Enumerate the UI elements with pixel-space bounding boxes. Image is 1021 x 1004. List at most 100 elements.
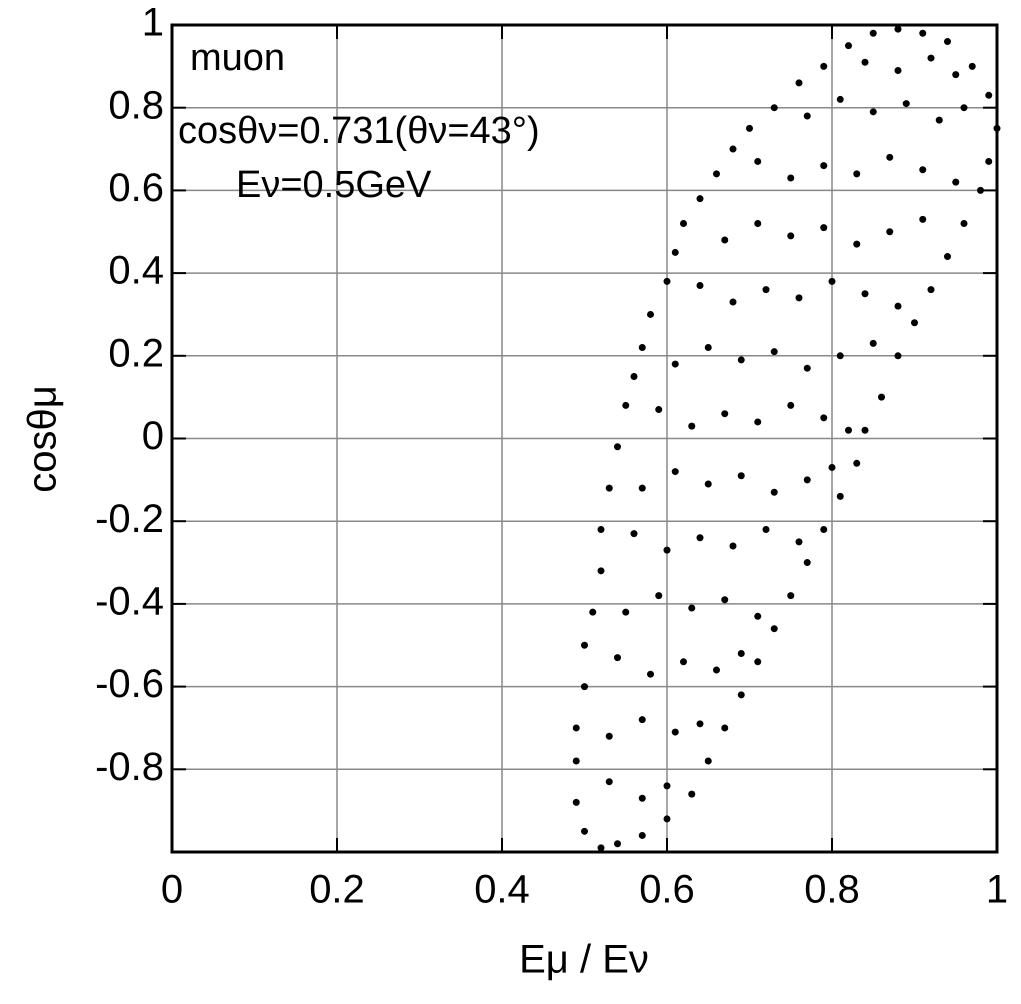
scatter-point bbox=[944, 38, 951, 46]
scatter-point bbox=[589, 608, 597, 616]
scatter-point bbox=[787, 174, 795, 182]
scatter-point bbox=[688, 604, 696, 612]
scatter-point bbox=[894, 25, 902, 33]
scatter-point bbox=[630, 372, 638, 380]
scatter-point bbox=[803, 364, 811, 372]
plot-frame bbox=[170, 23, 999, 854]
y-tick-label: 0 bbox=[142, 414, 164, 458]
scatter-point bbox=[952, 71, 960, 79]
scatter-point bbox=[663, 815, 671, 823]
scatter-point bbox=[968, 62, 976, 70]
scatter-point bbox=[894, 352, 902, 360]
y-tick-label: -0.4 bbox=[95, 579, 164, 623]
scatter-point bbox=[795, 79, 803, 87]
y-tick-label: 1 bbox=[142, 1, 164, 45]
scatter-point bbox=[729, 542, 737, 550]
scatter-point bbox=[754, 157, 762, 165]
scatter-point bbox=[729, 298, 737, 306]
scatter-point bbox=[622, 608, 630, 616]
scatter-point bbox=[614, 840, 621, 848]
scatter-point bbox=[836, 352, 844, 360]
scatter-point bbox=[828, 463, 836, 471]
scatter-point bbox=[647, 670, 654, 678]
scatter-point bbox=[820, 224, 828, 232]
scatter-point bbox=[572, 757, 580, 765]
scatter-point bbox=[977, 186, 984, 194]
scatter-point bbox=[663, 782, 671, 790]
x-tick-label: 0.8 bbox=[804, 868, 860, 912]
scatter-point bbox=[721, 236, 729, 244]
scatter-point bbox=[572, 724, 580, 732]
scatter-point bbox=[614, 443, 621, 451]
scatter-point bbox=[762, 286, 770, 294]
x-axis-label: Eμ / Eν bbox=[519, 938, 649, 982]
scatter-point bbox=[770, 488, 778, 496]
scatter-point bbox=[869, 108, 877, 116]
scatter-point bbox=[581, 641, 588, 649]
scatter-point bbox=[721, 410, 729, 418]
scatter-point bbox=[820, 162, 828, 170]
scatter-point bbox=[820, 414, 828, 422]
scatter-point bbox=[902, 100, 910, 108]
scatter-point bbox=[853, 170, 861, 178]
scatter-point bbox=[754, 418, 762, 426]
scatter-point bbox=[894, 302, 902, 310]
scatter-point bbox=[696, 534, 704, 542]
y-axis-label: cosθμ bbox=[21, 385, 65, 493]
scatter-point bbox=[737, 691, 745, 699]
y-tick-label: -0.6 bbox=[95, 662, 164, 706]
scatter-point bbox=[861, 58, 869, 66]
scatter-point bbox=[680, 219, 687, 227]
scatter-point bbox=[853, 459, 861, 467]
scatter-point bbox=[861, 426, 869, 434]
scatter-point bbox=[688, 422, 696, 430]
x-tick-label: 0.2 bbox=[309, 868, 365, 912]
scatter-point bbox=[680, 658, 687, 666]
scatter-point bbox=[605, 484, 613, 492]
annotation: Eν=0.5GeV bbox=[236, 164, 432, 206]
scatter-point bbox=[836, 492, 844, 500]
x-tick-label: 1 bbox=[986, 868, 1008, 912]
scatter-point bbox=[886, 153, 894, 161]
scatter-point bbox=[663, 277, 671, 285]
scatter-point bbox=[985, 91, 993, 99]
scatter-point bbox=[572, 798, 580, 806]
scatter-point bbox=[795, 538, 803, 546]
scatter-point bbox=[845, 42, 852, 50]
scatter-point bbox=[828, 277, 836, 285]
scatter-point bbox=[803, 112, 811, 120]
x-tick-label: 0.6 bbox=[639, 868, 695, 912]
scatter-point bbox=[671, 360, 679, 368]
scatter-point bbox=[622, 401, 630, 409]
scatter-point bbox=[671, 728, 679, 736]
annotation: cosθν=0.731(θν=43°) bbox=[178, 110, 540, 152]
scatter-point bbox=[638, 716, 646, 724]
scatter-point bbox=[861, 290, 869, 298]
scatter-point bbox=[605, 732, 613, 740]
scatter-point bbox=[696, 282, 704, 290]
scatter-point bbox=[597, 525, 605, 533]
scatter-point bbox=[671, 248, 679, 256]
scatter-point bbox=[721, 596, 729, 604]
scatter-point bbox=[787, 401, 795, 409]
scatter-point bbox=[787, 592, 795, 600]
scatter-point bbox=[671, 468, 679, 476]
scatter-point bbox=[919, 215, 927, 223]
scatter-point bbox=[704, 480, 712, 488]
scatter-point bbox=[597, 844, 605, 852]
scatter-point bbox=[638, 831, 646, 839]
scatter-point bbox=[663, 546, 671, 554]
scatter-point bbox=[770, 625, 778, 633]
scatter-point bbox=[770, 104, 778, 112]
scatter-point bbox=[630, 530, 638, 538]
scatter-point bbox=[894, 66, 902, 74]
y-tick-label: -0.2 bbox=[95, 497, 164, 541]
scatter-point bbox=[935, 116, 943, 124]
scatter-point bbox=[638, 794, 646, 802]
scatter-point bbox=[985, 157, 993, 165]
scatter-point bbox=[911, 319, 918, 327]
scatter-point bbox=[638, 484, 646, 492]
scatter-point bbox=[960, 104, 968, 112]
scatter-point bbox=[853, 240, 861, 248]
